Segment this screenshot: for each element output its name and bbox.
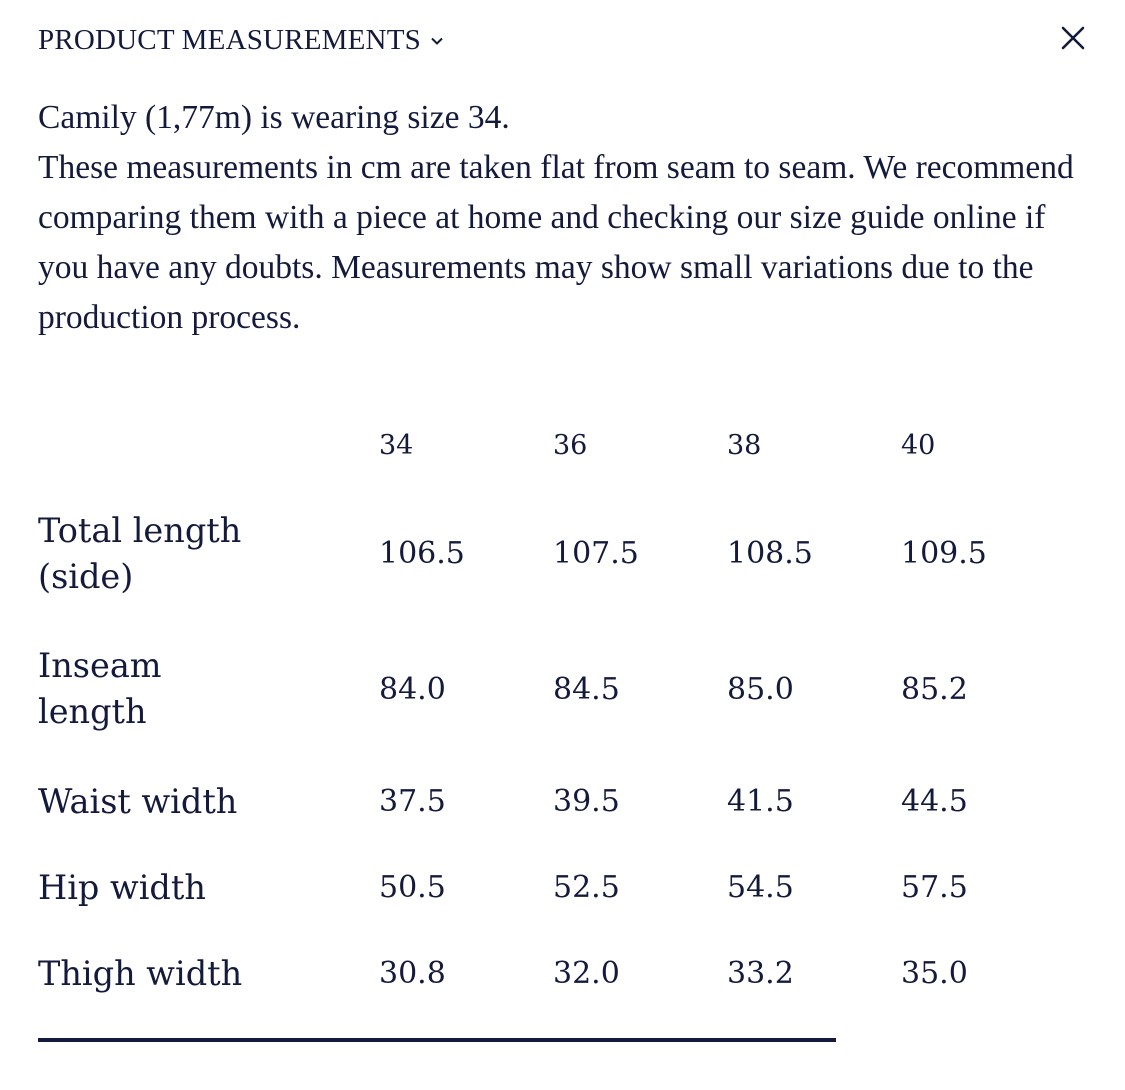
size-header-34: 34 xyxy=(379,430,414,461)
row-label-line: Total length xyxy=(38,511,242,550)
chevron-down-icon xyxy=(429,33,445,49)
close-button[interactable] xyxy=(1053,20,1093,60)
table-cell: 44.5 xyxy=(901,784,968,819)
table-cell: 85.2 xyxy=(901,672,968,707)
size-header-40: 40 xyxy=(901,430,936,461)
panel-title: PRODUCT MEASUREMENTS xyxy=(38,23,421,56)
row-label-waist-width: Waist width xyxy=(38,779,338,825)
bottom-divider xyxy=(38,1038,836,1042)
row-label-line: Thigh width xyxy=(38,954,243,993)
row-label-total-length: Total length (side) xyxy=(38,508,338,600)
table-cell: 50.5 xyxy=(379,870,446,905)
row-label-line: Inseam xyxy=(38,646,162,685)
table-cell: 106.5 xyxy=(379,536,465,571)
measurements-header: PRODUCT MEASUREMENTS xyxy=(38,20,1087,60)
size-header-36: 36 xyxy=(553,430,588,461)
row-label-line: Waist width xyxy=(38,782,238,821)
row-label-line: Hip width xyxy=(38,868,206,907)
row-label-inseam-length: Inseam length xyxy=(38,643,338,735)
table-cell: 57.5 xyxy=(901,870,968,905)
table-cell: 54.5 xyxy=(727,870,794,905)
row-label-line: length xyxy=(38,692,147,731)
size-header-38: 38 xyxy=(727,430,762,461)
table-cell: 107.5 xyxy=(553,536,639,571)
row-label-line: (side) xyxy=(38,557,134,596)
table-cell: 84.0 xyxy=(379,672,446,707)
row-label-hip-width: Hip width xyxy=(38,865,338,911)
table-cell: 52.5 xyxy=(553,870,620,905)
table-cell: 108.5 xyxy=(727,536,813,571)
table-cell: 84.5 xyxy=(553,672,620,707)
model-size-note: Camily (1,77m) is wearing size 34. xyxy=(38,99,510,136)
table-cell: 30.8 xyxy=(379,956,446,991)
measurements-dropdown-toggle[interactable]: PRODUCT MEASUREMENTS xyxy=(38,24,445,57)
table-cell: 85.0 xyxy=(727,672,794,707)
table-cell: 109.5 xyxy=(901,536,987,571)
table-cell: 41.5 xyxy=(727,784,794,819)
table-cell: 39.5 xyxy=(553,784,620,819)
table-cell: 37.5 xyxy=(379,784,446,819)
table-cell: 33.2 xyxy=(727,956,794,991)
row-label-thigh-width: Thigh width xyxy=(38,951,338,997)
table-cell: 35.0 xyxy=(901,956,968,991)
table-cell: 32.0 xyxy=(553,956,620,991)
close-icon xyxy=(1060,25,1086,55)
measurements-description: These measurements in cm are taken flat … xyxy=(38,149,1074,336)
measurements-intro: Camily (1,77m) is wearing size 34. These… xyxy=(38,93,1078,343)
